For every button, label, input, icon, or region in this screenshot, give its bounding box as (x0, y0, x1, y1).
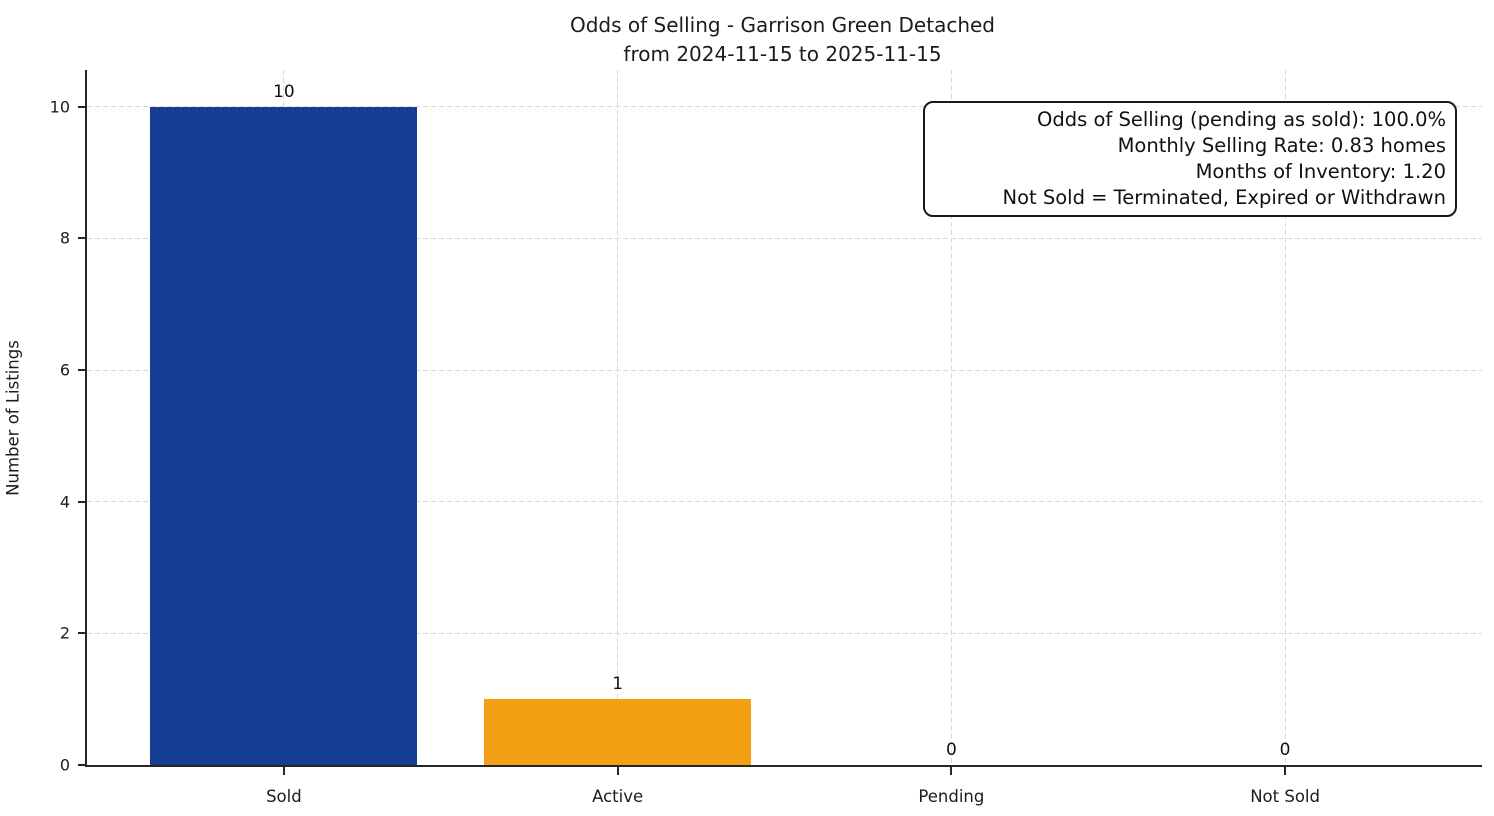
v-gridline (617, 70, 619, 765)
x-tick (1284, 767, 1287, 775)
x-tick-label-active: Active (592, 787, 644, 806)
y-tick-label: 4 (59, 492, 70, 512)
y-tick-label: 10 (49, 97, 70, 117)
x-tick (616, 767, 619, 775)
chart-title: Odds of Selling - Garrison Green Detache… (569, 13, 995, 37)
y-tick (78, 500, 86, 503)
plot-area: 10 1 0 0 0 2 4 6 8 10 Sold Active Pending Not Sold (50, 70, 1482, 806)
chart-title-block: Odds of Selling - Garrison Green Detache… (85, 11, 1480, 69)
y-tick (78, 237, 86, 240)
y-tick-label: 6 (59, 360, 70, 380)
x-tick-label-pending: Pending (918, 787, 985, 806)
value-label-not-sold: 0 (1279, 740, 1291, 760)
value-label-pending: 0 (945, 740, 957, 760)
annotation-line-inventory: Months of Inventory: 1.20 (1195, 160, 1446, 183)
y-tick-label: 0 (59, 755, 70, 775)
y-tick (78, 369, 86, 372)
y-axis-label: Number of Listings (3, 340, 23, 496)
annotation-line-odds: Odds of Selling (pending as sold): 100.0… (1036, 108, 1446, 131)
annotation-box: Odds of Selling (pending as sold): 100.0… (923, 101, 1457, 217)
x-tick-label-not-sold: Not Sold (1250, 787, 1320, 806)
value-label-sold: 10 (273, 81, 295, 102)
x-tick (282, 767, 285, 775)
y-tick-label: 8 (59, 228, 70, 248)
y-tick (78, 632, 86, 635)
x-tick (950, 767, 953, 775)
annotation-line-notsold: Not Sold = Terminated, Expired or Withdr… (1002, 186, 1446, 209)
x-tick-label-sold: Sold (266, 787, 302, 806)
y-tick-label: 2 (59, 623, 70, 643)
y-tick (78, 764, 86, 766)
annotation-line-rate: Monthly Selling Rate: 0.83 homes (1117, 134, 1446, 157)
bar-sold (150, 106, 418, 765)
chart-subtitle: from 2024-11-15 to 2025-11-15 (623, 42, 942, 66)
value-label-active: 1 (612, 674, 624, 695)
y-tick (78, 105, 86, 108)
bar-active (484, 699, 752, 765)
